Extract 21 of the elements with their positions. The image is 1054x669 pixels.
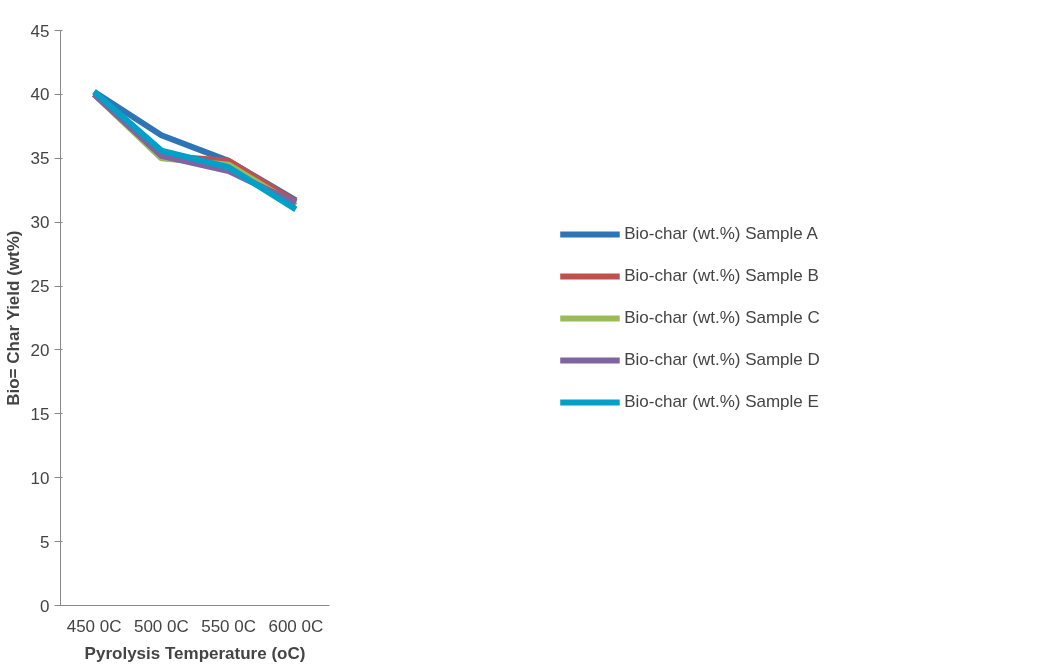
x-tick-label: 550 0C (201, 616, 257, 636)
x-tick-label: 450 0C (66, 616, 122, 636)
y-tick-label: 0 (40, 596, 50, 616)
legend-label: Bio-char (wt.%) Sample E (624, 391, 819, 412)
y-tick-label: 35 (30, 149, 50, 169)
legend-label: Bio-char (wt.%) Sample B (624, 265, 819, 286)
y-tick-label: 30 (30, 213, 50, 233)
x-tick-label: 600 0C (268, 616, 324, 636)
x-tick-label: 500 0C (133, 616, 189, 636)
y-tick-label: 40 (30, 85, 50, 105)
y-tick-label: 15 (30, 404, 50, 424)
y-tick-label: 10 (30, 468, 50, 488)
x-axis-title: Pyrolysis Temperature (oC) (84, 643, 306, 663)
y-tick-label: 45 (30, 21, 50, 41)
legend-label: Bio-char (wt.%) Sample D (624, 349, 820, 370)
legend-label: Bio-char (wt.%) Sample C (624, 307, 820, 328)
y-axis-title: Bio= Char Yield (wt%) (3, 230, 23, 406)
legend-label: Bio-char (wt.%) Sample A (624, 223, 818, 244)
y-tick-label: 5 (40, 532, 50, 552)
y-tick-label: 20 (30, 340, 50, 360)
y-tick-label: 25 (30, 277, 50, 297)
